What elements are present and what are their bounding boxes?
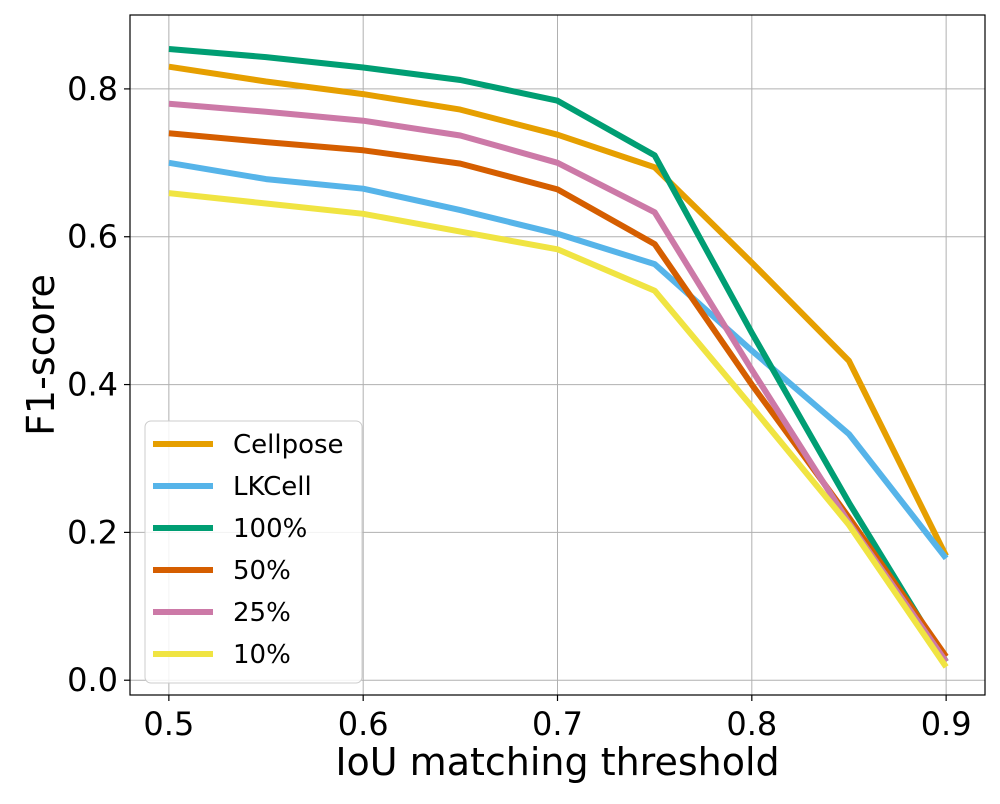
axis-ticks: 0.5 0.6 0.7 0.8 0.9 0.0 0.2 0.4 0.6 0.8 [67,70,971,743]
y-tick-label: 0.8 [67,70,118,108]
series-line-cellpose [168,63,949,558]
legend-label: 10% [233,640,291,670]
series-line-100-pct [168,46,949,664]
x-tick-label: 0.6 [338,705,389,743]
legend: Cellpose LKCell 100% 50% 25% 10% [144,420,363,684]
legend-label: LKCell [233,472,312,502]
y-tick-label: 0.6 [67,218,118,256]
legend-label: 25% [233,598,291,628]
x-tick-label: 0.8 [726,705,777,743]
series-line-10-pct [168,190,949,669]
y-tick-label: 0.2 [67,513,118,551]
legend-label: 50% [233,556,291,586]
y-tick-label: 0.0 [67,661,118,699]
x-axis-title: IoU matching threshold [335,740,779,784]
series-lines [168,46,949,669]
x-tick-label: 0.5 [143,705,194,743]
series-line-lkcell [168,159,949,561]
y-tick-label: 0.4 [67,366,118,404]
x-tick-label: 0.9 [921,705,972,743]
series-line-25-pct [168,100,949,664]
legend-label: Cellpose [233,430,344,460]
legend-label: 100% [233,514,307,544]
y-axis-title: F1-score [19,274,63,436]
x-tick-label: 0.7 [532,705,583,743]
